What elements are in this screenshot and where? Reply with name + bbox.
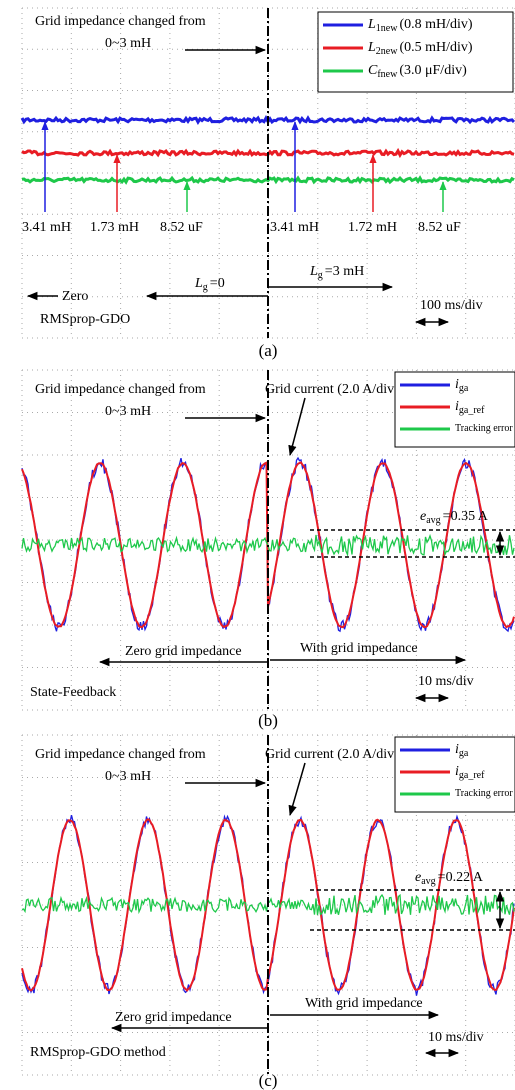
subscript: ga_ref (459, 770, 485, 781)
label-text: Tracking error (455, 788, 513, 799)
reading: 8.52 uF (160, 220, 203, 235)
reading: 3.41 mH (270, 220, 319, 235)
subscript: ga (459, 748, 469, 759)
subscript: fnew (377, 69, 398, 80)
label-text: (0.8 mH/div) (399, 17, 472, 32)
label-text: =3 mH (325, 264, 364, 279)
timebase: 10 ms/div (428, 1030, 484, 1045)
timebase: 100 ms/div (420, 298, 483, 313)
reading: 1.73 mH (90, 220, 139, 235)
caption: (a) (259, 341, 278, 360)
range: 0~3 mH (105, 404, 151, 419)
reading: 8.52 uF (418, 220, 461, 235)
symbol: L (367, 17, 376, 32)
arrow (290, 398, 305, 455)
legend-label: Tracking error (455, 788, 513, 799)
label-text: =0.35 A (443, 509, 489, 524)
method: RMSprop-GDO (40, 312, 130, 327)
caption: (c) (259, 1071, 278, 1090)
subscript: avg (426, 515, 440, 526)
subscript: ga (459, 383, 469, 394)
symbol: L (367, 40, 376, 55)
title: Grid impedance changed from (35, 382, 206, 397)
arrow (290, 763, 305, 815)
label-text: =0.22 A (438, 870, 484, 885)
symbol: L (194, 276, 203, 291)
label-text: Tracking error (455, 423, 513, 434)
subscript: avg (421, 876, 435, 887)
label-text: =0 (210, 276, 225, 291)
page: Grid impedance changed from0~3 mHL1new(0… (0, 0, 515, 1090)
title: Grid impedance changed from (35, 747, 206, 762)
symbol: L (309, 264, 318, 279)
range: 0~3 mH (105, 36, 151, 51)
method: RMSprop-GDO method (30, 1045, 166, 1060)
note: Zero (62, 289, 88, 304)
error-label: eavg=0.22 A (415, 870, 484, 887)
impedance-before: Lg=0 (194, 276, 225, 293)
method: State-Feedback (30, 685, 116, 700)
subscript: ga_ref (459, 405, 485, 416)
range: 0~3 mH (105, 769, 151, 784)
reading: 3.41 mH (22, 220, 71, 235)
reading: 1.72 mH (348, 220, 397, 235)
label-text: (0.5 mH/div) (399, 40, 472, 55)
subscript: 1new (376, 23, 398, 34)
impedance-before: Zero grid impedance (115, 1010, 232, 1025)
impedance-after: With grid impedance (305, 996, 423, 1011)
label-text: (3.0 μF/div) (399, 63, 467, 78)
caption: (b) (258, 711, 278, 730)
timebase: 10 ms/div (418, 674, 474, 689)
error-label: eavg=0.35 A (420, 509, 489, 526)
subscript: 2new (376, 46, 398, 57)
current-label: Grid current (2.0 A/div) (265, 747, 399, 762)
subscript: g (203, 282, 208, 293)
impedance-after: Lg=3 mH (309, 264, 364, 281)
impedance-after: With grid impedance (300, 641, 418, 656)
impedance-before: Zero grid impedance (125, 644, 242, 659)
subscript: g (318, 270, 323, 281)
legend-label: Tracking error (455, 423, 513, 434)
current-label: Grid current (2.0 A/div) (265, 382, 399, 397)
figure: Grid impedance changed from0~3 mHL1new(0… (0, 0, 515, 1090)
title: Grid impedance changed from (35, 14, 206, 29)
